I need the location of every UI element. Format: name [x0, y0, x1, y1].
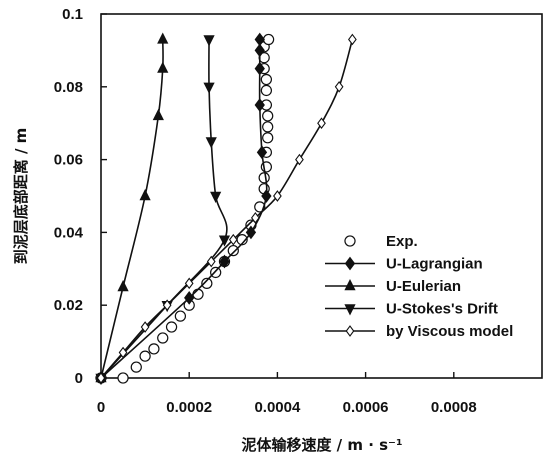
data-point — [219, 254, 230, 269]
data-point — [262, 121, 274, 133]
data-point — [218, 235, 231, 247]
x-tick-label: 0 — [97, 399, 105, 416]
series-u-eulerian — [95, 32, 169, 383]
data-point — [254, 32, 265, 47]
data-point — [227, 244, 239, 257]
data-point — [140, 321, 150, 333]
data-point — [334, 80, 344, 93]
data-point — [348, 33, 357, 46]
legend-label: U-Stokes's Drift — [386, 301, 498, 318]
series-u-lagrangian — [95, 32, 272, 385]
data-point — [317, 117, 326, 130]
data-point — [205, 137, 217, 149]
y-tick-label: 0 — [75, 370, 83, 387]
data-point — [184, 291, 195, 305]
legend-label: by Viscous model — [386, 323, 513, 340]
data-point — [260, 84, 273, 97]
legend-marker — [344, 304, 356, 316]
series-layer — [95, 32, 357, 385]
data-point — [250, 212, 260, 224]
data-point — [260, 73, 273, 86]
data-point — [254, 43, 265, 58]
data-point — [254, 61, 265, 76]
data-point — [245, 225, 257, 240]
data-point — [117, 280, 129, 292]
y-tick-label: 0.04 — [54, 224, 84, 241]
data-point — [262, 33, 275, 46]
data-point — [118, 346, 128, 359]
legend: Exp. U-Lagrangian U-Eulerian U-Stokes's Dri… — [325, 233, 513, 340]
y-tick-label: 0.02 — [54, 297, 83, 314]
data-point — [261, 189, 272, 203]
data-point — [203, 82, 215, 94]
data-point — [228, 233, 238, 246]
series-by-viscous-model — [96, 33, 357, 384]
data-point — [162, 299, 172, 312]
data-point — [256, 145, 268, 160]
data-point — [139, 189, 151, 201]
data-point — [148, 343, 160, 355]
data-point — [152, 108, 164, 121]
data-point — [254, 98, 265, 112]
data-point — [157, 32, 169, 44]
legend-marker — [344, 279, 356, 291]
data-point — [295, 153, 304, 166]
data-point — [139, 350, 151, 362]
data-point — [262, 110, 274, 122]
data-point — [165, 321, 178, 333]
series-line — [100, 39, 164, 379]
data-point — [184, 277, 194, 290]
legend-label: U-Eulerian — [386, 278, 461, 295]
data-point — [130, 361, 142, 373]
x-tick-label: 0.0006 — [343, 399, 389, 416]
y-tick-label: 0.06 — [54, 152, 83, 169]
data-point — [157, 61, 169, 73]
data-point — [117, 372, 129, 384]
data-point — [262, 132, 274, 144]
data-point — [96, 372, 106, 384]
axes — [100, 13, 543, 379]
legend-marker — [344, 256, 356, 271]
x-tick-label: 0.0002 — [166, 399, 212, 416]
data-point — [201, 277, 213, 289]
data-point — [192, 288, 204, 300]
legend-label: Exp. — [386, 233, 418, 250]
legend-label: U-Lagrangian — [386, 256, 483, 273]
data-point — [157, 332, 169, 344]
data-point — [210, 191, 222, 203]
series-line — [100, 39, 268, 379]
data-point — [174, 310, 187, 322]
y-tick-label: 0.08 — [54, 79, 83, 96]
data-point — [206, 255, 216, 268]
data-point — [203, 35, 215, 47]
legend-marker — [344, 235, 356, 247]
y-axis-title: 到泥层底部距离 / m — [12, 128, 30, 265]
legend-marker — [345, 325, 355, 337]
data-point — [258, 172, 270, 184]
y-tick-label: 0.1 — [62, 6, 83, 23]
series-line — [100, 39, 354, 379]
x-tick-label: 0.0008 — [431, 399, 477, 416]
tick-labels: 0 0.0002 0.0004 0.0006 0.0008 0 0.02 0.04 0.06 0.… — [54, 6, 477, 416]
plot-frame — [100, 13, 543, 379]
x-axis-title: 泥体输移速度 / m · s⁻¹ — [241, 436, 402, 454]
series-exp — [95, 33, 275, 384]
data-point — [273, 190, 282, 202]
x-tick-label: 0.0004 — [254, 399, 301, 416]
